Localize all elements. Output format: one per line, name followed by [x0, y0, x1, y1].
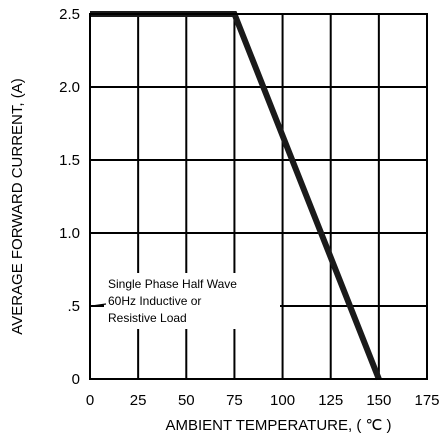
x-tick-label-4: 100 — [270, 392, 295, 409]
x-tick-label-3: 75 — [226, 392, 243, 409]
plot-frame — [89, 13, 428, 380]
x-tick-label-7: 175 — [414, 392, 439, 409]
y-tick-labels: 0 .5 1.0 1.5 2.0 2.5 — [59, 6, 80, 388]
x-tick-label-6: 150 — [366, 392, 391, 409]
x-tick-label-0: 0 — [86, 392, 94, 409]
plot-border — [89, 13, 428, 380]
annotation-line-2: 60Hz Inductive or — [108, 294, 201, 308]
x-tick-labels: 0 25 50 75 100 125 150 175 — [86, 392, 440, 409]
annotation-leader — [91, 303, 107, 307]
annotation: Single Phase Half Wave 60Hz Inductive or… — [91, 273, 280, 329]
annotation-line-3: Resistive Load — [108, 311, 187, 325]
x-tick-label-2: 50 — [178, 392, 195, 409]
annotation-line-1: Single Phase Half Wave — [108, 277, 237, 291]
annotation-background — [104, 273, 280, 329]
y-tick-label-3: 1.5 — [59, 152, 80, 169]
y-tick-label-1: .5 — [67, 298, 80, 315]
y-tick-label-4: 2.0 — [59, 79, 80, 96]
x-tick-label-1: 25 — [130, 392, 147, 409]
y-tick-label-2: 1.0 — [59, 225, 80, 242]
y-tick-label-0: 0 — [72, 371, 80, 388]
y-axis-label: AVERAGE FORWARD CURRENT, (A) — [9, 78, 26, 334]
y-tick-label-5: 2.5 — [59, 6, 80, 23]
x-axis-label: AMBIENT TEMPERATURE, ( ℃ ) — [165, 417, 391, 434]
x-tick-label-5: 125 — [318, 392, 343, 409]
